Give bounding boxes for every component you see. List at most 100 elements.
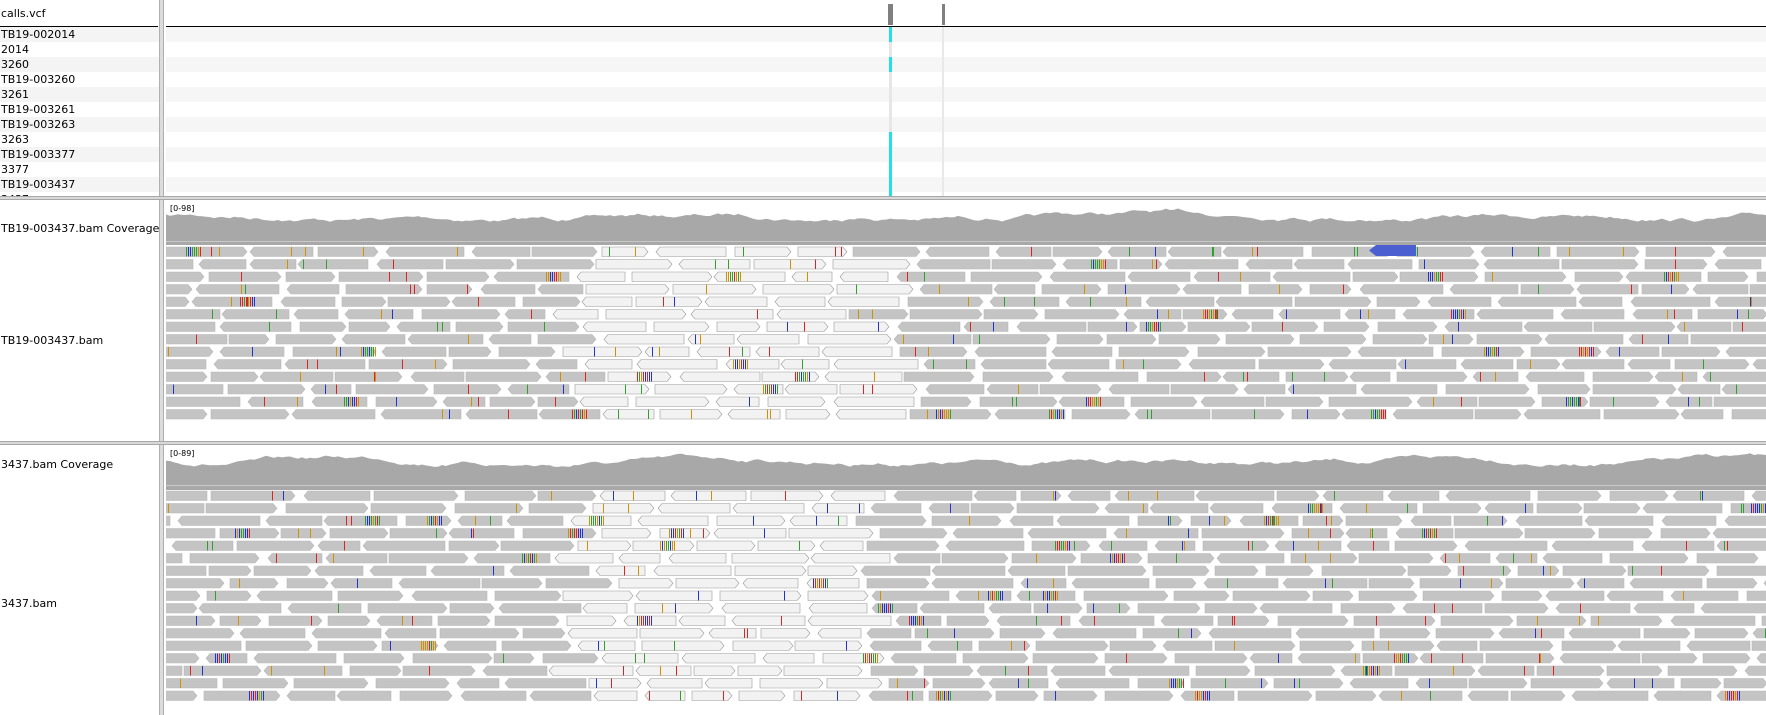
sample-name[interactable]: TB19-003263 [0,117,159,132]
mismatch-base [1055,541,1056,551]
mismatch-base [1211,309,1212,319]
read [1435,628,1495,639]
read [819,540,864,551]
mismatch-base [1593,347,1594,357]
mismatch-base [753,516,754,526]
mismatch-base [1424,259,1425,269]
coverage-track-name[interactable]: 3437.bam Coverage [1,458,114,471]
track-separator[interactable] [0,196,1766,200]
name-panel-divider[interactable] [159,200,164,443]
alignment-reads[interactable] [166,487,1766,715]
mismatch-base [1755,503,1756,513]
sample-name[interactable]: TB19-003437 [0,177,159,192]
mismatch-base [747,359,748,369]
mismatch-base [1587,347,1588,357]
alignment-track-name[interactable]: TB19-003437.bam [1,334,104,347]
sample-name[interactable]: TB19-003260 [1,73,76,86]
mismatch-base [603,516,604,526]
name-panel-divider[interactable] [159,445,164,715]
mismatch-base [1084,284,1085,294]
mismatch-base [1067,541,1068,551]
sample-name[interactable]: 3261 [0,87,159,102]
mismatch-base [639,372,640,382]
coverage-histogram[interactable] [166,200,1766,245]
mismatch-base [241,528,242,538]
sample-name[interactable]: 3263 [1,133,29,146]
read [888,678,930,689]
read [1352,271,1399,282]
read [925,384,985,395]
mismatch-base [1065,541,1066,551]
bam-1-data-panel[interactable]: [0-98] [166,200,1766,443]
mismatch-base [1438,272,1439,282]
mismatch-base [1148,322,1149,332]
read [1751,490,1766,501]
read [286,690,336,701]
mismatch-base [572,409,573,419]
read [222,678,289,689]
mismatch-base [1432,528,1433,538]
read [632,540,695,551]
alignment-reads[interactable] [166,243,1766,441]
read [388,553,469,564]
read [253,653,337,664]
mismatch-base [944,691,945,701]
read [493,271,570,282]
track-separator[interactable] [0,441,1766,445]
read [1544,334,1624,345]
coverage-track-name[interactable]: TB19-003437.bam Coverage [1,222,160,235]
read [548,665,634,676]
read [978,640,1031,651]
read [1484,271,1567,282]
read [451,296,516,307]
mismatch-base [340,347,341,357]
coverage-histogram[interactable] [166,445,1766,490]
read [1609,490,1669,501]
mismatch-base [651,372,652,382]
read [1605,346,1660,357]
sample-name[interactable]: TB19-002014 [0,27,159,42]
read [668,553,727,564]
vcf-track-name[interactable]: calls.vcf [1,7,46,20]
mismatch-base [1179,678,1180,688]
sample-name[interactable]: 3437 [0,192,159,196]
vcf-genotype-canvas[interactable] [166,0,1766,196]
bam-2-data-panel[interactable]: [0-89] [166,445,1766,715]
read [868,690,924,701]
read [988,603,1032,614]
read [166,628,235,639]
sample-name[interactable]: 3260 [0,57,159,72]
read [1118,346,1190,357]
mismatch-base [968,297,969,307]
sample-name[interactable]: TB19-003377 [0,147,159,162]
sample-name[interactable]: 2014 [1,43,29,56]
coverage-area [166,453,1766,490]
mismatch-base [375,347,376,357]
read [1237,690,1313,701]
sample-name[interactable]: 3377 [1,163,29,176]
mismatch-base [729,347,730,357]
mismatch-base [1012,397,1013,407]
mismatch-base [412,616,413,626]
read [1680,678,1722,689]
read [1078,615,1155,626]
alignment-track-name[interactable]: 3437.bam [1,597,57,610]
read [785,409,831,420]
name-panel-divider[interactable] [159,0,164,196]
mismatch-base [544,322,545,332]
mismatch-base [207,541,208,551]
read [793,690,861,701]
mismatch-base [1619,347,1620,357]
read [1476,334,1543,345]
mismatch-base [252,347,253,357]
vcf-data-panel[interactable] [166,0,1766,196]
read [1436,640,1478,651]
read [835,409,907,420]
mismatch-base [1757,503,1758,513]
read [670,490,747,501]
sample-name[interactable]: TB19-003261 [1,103,76,116]
read [807,615,892,626]
read [593,690,638,701]
read [227,384,306,395]
read [1130,396,1198,407]
